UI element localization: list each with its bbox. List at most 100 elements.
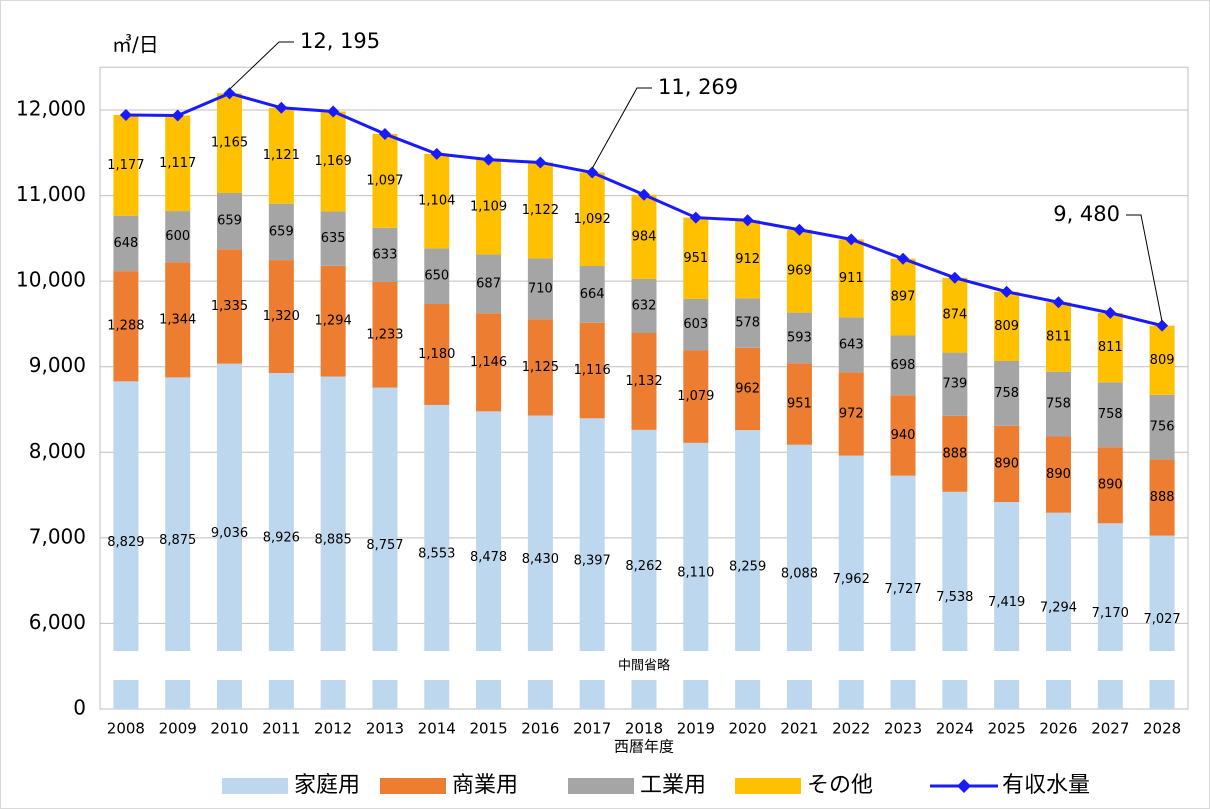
data-label: 758 [1046, 397, 1071, 412]
data-label: 8,088 [781, 567, 818, 582]
data-label: 698 [891, 358, 916, 373]
y-tick-label: 7,000 [29, 524, 86, 548]
data-label: 8,262 [625, 559, 662, 574]
legend-label: 有収水量 [1002, 773, 1090, 798]
data-label: 1,233 [366, 327, 403, 342]
data-label: 897 [891, 290, 916, 305]
line-data-label: 9, 480 [1053, 202, 1120, 226]
data-label: 8,885 [315, 532, 352, 547]
data-label: 1,335 [211, 299, 248, 314]
bar-segment [1045, 371, 1071, 437]
bar-segment [113, 215, 139, 272]
data-label: 940 [891, 428, 916, 443]
bar-segment [113, 114, 139, 216]
data-label: 8,553 [418, 547, 455, 562]
bar-segment [1149, 535, 1175, 709]
data-label: 809 [1150, 353, 1175, 368]
data-label: 962 [735, 381, 760, 396]
data-label: 8,757 [366, 538, 403, 553]
bar-segment [1149, 325, 1175, 395]
data-label: 1,132 [625, 374, 662, 389]
bar-segment [838, 239, 864, 318]
line-marker [275, 101, 288, 114]
line-marker [897, 252, 910, 265]
x-tick-label: 2008 [107, 720, 145, 738]
data-label: 659 [217, 214, 242, 229]
data-label: 1,122 [522, 203, 559, 218]
data-label: 1,169 [315, 154, 352, 169]
line-marker [1052, 296, 1065, 309]
data-label: 1,079 [677, 389, 714, 404]
line-marker [1000, 285, 1013, 298]
legend-swatch [222, 778, 288, 794]
data-label: 890 [994, 456, 1019, 471]
x-tick-label: 2021 [780, 720, 818, 738]
legend-label: その他 [807, 773, 873, 798]
data-label: 1,294 [315, 314, 352, 329]
line-marker [327, 105, 340, 118]
legend-label: 工業用 [640, 773, 706, 798]
x-tick-label: 2022 [832, 720, 870, 738]
bar-segment [735, 298, 761, 348]
line-data-label: 11, 269 [658, 75, 738, 99]
x-tick-label: 2028 [1143, 720, 1181, 738]
line-data-label: 12, 195 [300, 29, 380, 53]
data-label: 890 [1046, 467, 1071, 482]
y-tick-label: 8,000 [29, 439, 86, 463]
line-marker [534, 156, 547, 169]
data-label: 1,146 [470, 355, 507, 370]
data-label: 972 [839, 406, 864, 421]
bar-segment [631, 194, 657, 279]
data-label: 1,104 [418, 194, 455, 209]
line-marker [1156, 319, 1169, 332]
bar-segment [165, 211, 191, 263]
data-label: 7,538 [936, 590, 973, 605]
x-axis-title: 西暦年度 [614, 738, 674, 756]
y-tick-label: 9,000 [29, 353, 86, 377]
data-label: 635 [321, 231, 346, 246]
bar-segment [1045, 436, 1071, 513]
x-tick-label: 2026 [1039, 720, 1077, 738]
bar-segment [527, 162, 553, 259]
line-marker [430, 147, 443, 160]
bar-segment [165, 262, 191, 378]
bar-segment [786, 363, 812, 445]
data-label: 8,829 [107, 535, 144, 550]
bar-segment [942, 415, 968, 492]
bar-segment [424, 153, 450, 249]
bar-segment [527, 258, 553, 320]
data-label: 8,430 [522, 552, 559, 567]
bar-segment [735, 220, 761, 299]
data-label: 8,875 [159, 533, 196, 548]
axis-break-label: 中間省略 [618, 658, 670, 674]
x-tick-label: 2015 [469, 720, 507, 738]
bar-segment [942, 352, 968, 416]
line-marker [223, 87, 236, 100]
callout-line [591, 87, 652, 169]
bar-segment [217, 249, 243, 364]
data-label: 7,027 [1143, 612, 1180, 627]
bar-segment [113, 271, 139, 382]
data-label: 951 [683, 251, 708, 266]
y-tick-label: 6,000 [29, 610, 86, 634]
data-label: 911 [839, 271, 864, 286]
bar-segment [268, 203, 294, 261]
data-label: 687 [476, 276, 501, 291]
legend-label: 家庭用 [294, 773, 360, 798]
line-marker [171, 109, 184, 122]
line-marker [586, 166, 599, 179]
legend-swatch [735, 778, 801, 794]
data-label: 758 [1098, 407, 1123, 422]
line-marker [482, 153, 495, 166]
bar-segment [1097, 382, 1123, 448]
x-tick-label: 2020 [729, 720, 767, 738]
data-label: 643 [839, 337, 864, 352]
bar-segment [994, 360, 1020, 426]
line-marker [1104, 306, 1117, 319]
bar-segment [372, 281, 398, 388]
bar-segment [735, 347, 761, 431]
legend-swatch [380, 778, 446, 794]
bar-segment [579, 265, 605, 323]
callout-line [229, 41, 294, 90]
data-label: 811 [1098, 340, 1123, 355]
